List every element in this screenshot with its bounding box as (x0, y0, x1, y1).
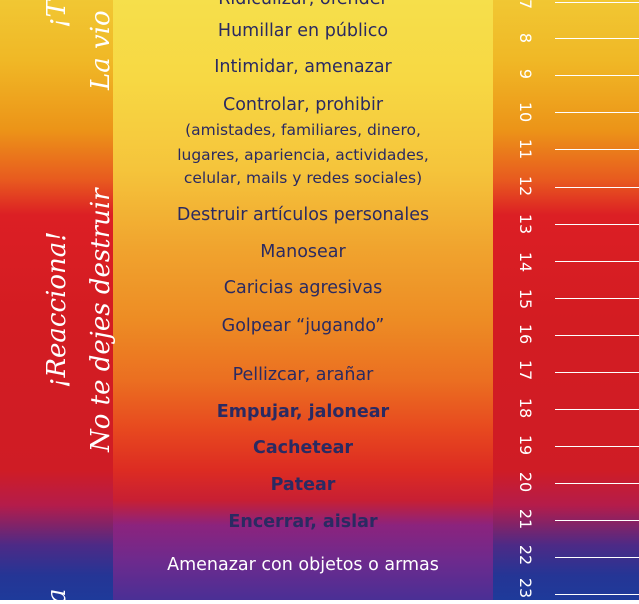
ruler-tick (555, 520, 639, 521)
ruler-tick (555, 261, 639, 262)
ruler-tick (555, 187, 639, 188)
no-te-dejes-text: No te dejes destruir (86, 188, 116, 452)
ruler-tick (555, 149, 639, 150)
list-item: Controlar, prohibir (222, 95, 384, 115)
list-item: Destruir artículos personales (176, 205, 430, 225)
scale-number: 11 (516, 138, 535, 160)
scale-number: 13 (516, 213, 535, 235)
ruler-tick (555, 75, 639, 76)
list-item: celular, mails y redes sociales) (183, 169, 423, 187)
scale-number: 9 (516, 68, 535, 80)
list-item: Manosear (260, 242, 346, 262)
ruler-tick (555, 224, 639, 225)
top-fragment-text: ¡T (42, 0, 72, 28)
scale-number: 12 (516, 175, 535, 197)
scale-number: 18 (516, 397, 535, 419)
ruler-tick (555, 372, 639, 373)
ruler-tick (555, 298, 639, 299)
list-item: Intimidar, amenazar (214, 57, 392, 77)
scale-number: 14 (516, 251, 535, 273)
list-item: Patear (270, 475, 336, 495)
center-panel (113, 0, 493, 600)
list-item: (amistades, familiares, dinero, (185, 121, 421, 139)
la-violencia-text: La vio (86, 10, 116, 90)
scale-number: 8 (516, 32, 535, 44)
list-item: Ridiculizar, ofender (113, 0, 493, 10)
list-item: Amenazar con objetos o armas (167, 555, 439, 575)
ruler-tick (555, 594, 639, 595)
list-item: Caricias agresivas (223, 278, 383, 298)
list-item: Encerrar, aislar (228, 512, 378, 532)
scale-number: 19 (516, 434, 535, 456)
ruler-tick (555, 2, 639, 3)
scale-number: 21 (516, 508, 535, 530)
list-item: Cachetear (252, 438, 354, 458)
ruler-tick (555, 112, 639, 113)
list-item: lugares, apariencia, actividades, (177, 146, 429, 164)
ruler-tick (555, 409, 639, 410)
ruler-tick (555, 335, 639, 336)
scale-number: 15 (516, 288, 535, 310)
scale-number: 17 (516, 359, 535, 381)
ruler-tick (555, 483, 639, 484)
list-item: Golpear “jugando” (221, 316, 385, 336)
scale-number: 23 (516, 577, 535, 599)
list-item: Empujar, jalonear (216, 402, 390, 422)
bottom-fragment-text: a (42, 588, 72, 604)
ruler-tick (555, 557, 639, 558)
scale-number: 16 (516, 323, 535, 345)
list-item: Humillar en público (217, 21, 389, 41)
scale-number: 20 (516, 471, 535, 493)
ruler-tick (555, 38, 639, 39)
scale-number: 22 (516, 544, 535, 566)
list-item: Pellizcar, arañar (232, 365, 374, 385)
reacciona-text: ¡Reacciona! (42, 231, 72, 388)
ruler-tick (555, 446, 639, 447)
scale-number: 7 (516, 0, 535, 10)
scale-number: 10 (516, 101, 535, 123)
